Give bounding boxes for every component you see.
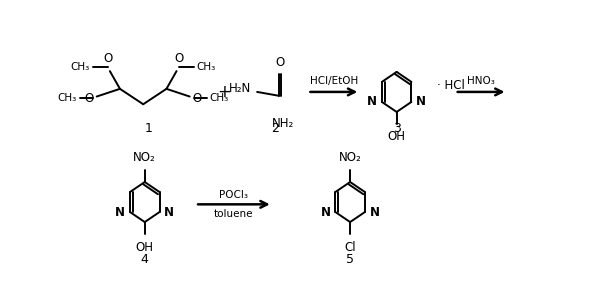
Text: 5: 5 bbox=[346, 253, 354, 266]
Text: 2: 2 bbox=[271, 123, 279, 135]
Text: CH₃: CH₃ bbox=[197, 61, 216, 71]
Text: toluene: toluene bbox=[214, 209, 254, 219]
Text: OH: OH bbox=[388, 130, 406, 143]
Text: H₂N: H₂N bbox=[229, 82, 251, 95]
Text: O: O bbox=[193, 92, 202, 105]
Text: 1: 1 bbox=[145, 123, 152, 135]
Text: +: + bbox=[218, 83, 232, 101]
Text: NO₂: NO₂ bbox=[133, 150, 156, 164]
Text: CH₃: CH₃ bbox=[58, 93, 77, 103]
Text: N: N bbox=[370, 206, 380, 219]
Text: N: N bbox=[321, 206, 331, 219]
Text: O: O bbox=[85, 92, 94, 105]
Text: O: O bbox=[103, 52, 112, 65]
Text: HNO₃: HNO₃ bbox=[467, 76, 495, 86]
Text: · HCl: · HCl bbox=[437, 79, 465, 92]
Text: O: O bbox=[275, 56, 284, 69]
Text: POCl₃: POCl₃ bbox=[220, 190, 248, 200]
Text: 3: 3 bbox=[392, 123, 401, 135]
Text: NO₂: NO₂ bbox=[339, 150, 361, 164]
Text: N: N bbox=[416, 95, 426, 109]
Text: Cl: Cl bbox=[344, 240, 356, 254]
Text: CH₃: CH₃ bbox=[210, 93, 229, 103]
Text: HCl/EtOH: HCl/EtOH bbox=[310, 76, 358, 86]
Text: N: N bbox=[367, 95, 377, 109]
Text: N: N bbox=[164, 206, 174, 219]
Text: OH: OH bbox=[136, 240, 154, 254]
Text: N: N bbox=[115, 206, 125, 219]
Text: NH₂: NH₂ bbox=[272, 116, 294, 130]
Text: O: O bbox=[174, 52, 184, 65]
Text: CH₃: CH₃ bbox=[70, 61, 90, 71]
Text: 4: 4 bbox=[141, 253, 149, 266]
